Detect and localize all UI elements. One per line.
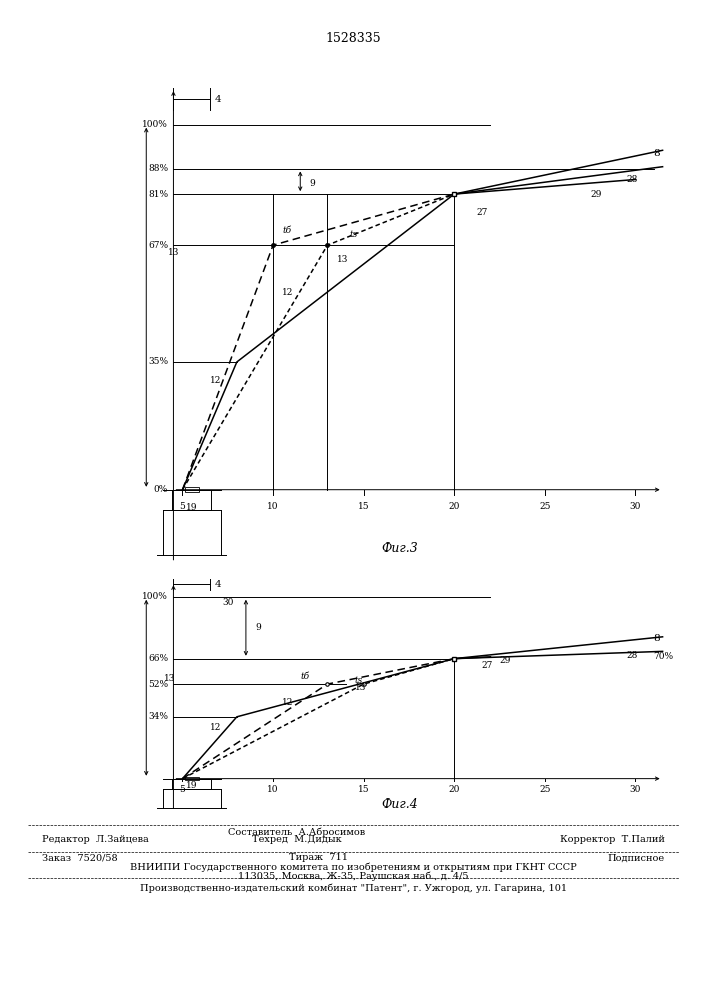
Text: 81%: 81%	[148, 190, 168, 199]
Text: 29: 29	[590, 190, 602, 199]
Text: 13: 13	[164, 674, 176, 683]
Text: 13: 13	[337, 255, 348, 264]
Text: Корректор  Т.Палий: Корректор Т.Палий	[560, 836, 665, 844]
Text: tб: tб	[282, 226, 291, 235]
Text: 13: 13	[355, 683, 366, 692]
Text: 10: 10	[267, 785, 279, 794]
Text: 12: 12	[282, 288, 293, 297]
Text: 12: 12	[210, 376, 221, 385]
Text: 20: 20	[448, 785, 460, 794]
Text: Редактор  Л.Зайцева: Редактор Л.Зайцева	[42, 836, 149, 844]
Text: 28: 28	[626, 175, 638, 184]
Text: 19: 19	[186, 503, 197, 512]
Text: tб: tб	[300, 672, 310, 681]
Text: 66%: 66%	[148, 654, 168, 663]
Text: 12: 12	[282, 698, 293, 707]
Text: 28: 28	[626, 650, 638, 660]
Text: 19: 19	[186, 781, 197, 790]
Text: 13: 13	[168, 248, 180, 257]
Text: 9: 9	[310, 179, 315, 188]
Text: 15: 15	[358, 785, 370, 794]
Text: ВНИИПИ Государственного комитета по изобретениям и открытиям при ГКНТ СССР: ВНИИПИ Государственного комитета по изоб…	[130, 862, 577, 872]
Text: 52%: 52%	[148, 680, 168, 689]
Text: 29: 29	[500, 656, 511, 665]
Text: Заказ  7520/58: Заказ 7520/58	[42, 854, 118, 862]
Text: Фиг.4: Фиг.4	[382, 798, 419, 811]
Bar	[185, 777, 199, 780]
Text: ts: ts	[349, 230, 358, 239]
Text: 113035, Москва, Ж-35, Раушская наб., д. 4/5: 113035, Москва, Ж-35, Раушская наб., д. …	[238, 871, 469, 881]
Text: 25: 25	[539, 785, 551, 794]
Text: 4: 4	[215, 95, 222, 104]
Text: 27: 27	[481, 661, 493, 670]
Text: 15: 15	[358, 502, 370, 511]
Bar	[172, 490, 211, 510]
Bar	[172, 779, 211, 789]
Text: Подписное: Подписное	[607, 854, 665, 862]
Text: 100%: 100%	[142, 592, 168, 601]
Text: Составитель  А.Абросимов: Составитель А.Абросимов	[228, 827, 366, 837]
Text: 67%: 67%	[148, 241, 168, 250]
Text: 27: 27	[476, 208, 487, 217]
Text: 9: 9	[255, 623, 261, 632]
Text: 30: 30	[223, 598, 234, 607]
Text: Тираж  711: Тираж 711	[288, 854, 348, 862]
Text: Производственно-издательский комбинат "Патент", г. Ужгород, ул. Гагарина, 101: Производственно-издательский комбинат "П…	[140, 883, 567, 893]
Text: 12: 12	[210, 723, 221, 732]
Text: 1528335: 1528335	[326, 31, 381, 44]
Text: Фиг.3: Фиг.3	[382, 542, 419, 555]
Text: 35%: 35%	[148, 357, 168, 366]
Text: 88%: 88%	[148, 164, 168, 173]
Text: 4: 4	[215, 580, 222, 589]
Text: ts: ts	[355, 676, 363, 685]
Text: 8: 8	[653, 149, 660, 158]
Text: 5: 5	[180, 502, 185, 511]
Text: 0%: 0%	[153, 485, 168, 494]
Text: 8: 8	[653, 634, 660, 643]
Text: 10: 10	[267, 502, 279, 511]
Text: 34%: 34%	[148, 712, 168, 721]
Text: 30: 30	[630, 785, 641, 794]
Text: Техред  М.Дидык: Техред М.Дидык	[252, 836, 341, 844]
Text: 20: 20	[448, 502, 460, 511]
Bar	[185, 487, 199, 492]
Text: 30: 30	[630, 502, 641, 511]
Text: 5: 5	[180, 785, 185, 794]
Text: 25: 25	[539, 502, 551, 511]
Text: 100%: 100%	[142, 120, 168, 129]
Text: 70%: 70%	[653, 652, 674, 661]
